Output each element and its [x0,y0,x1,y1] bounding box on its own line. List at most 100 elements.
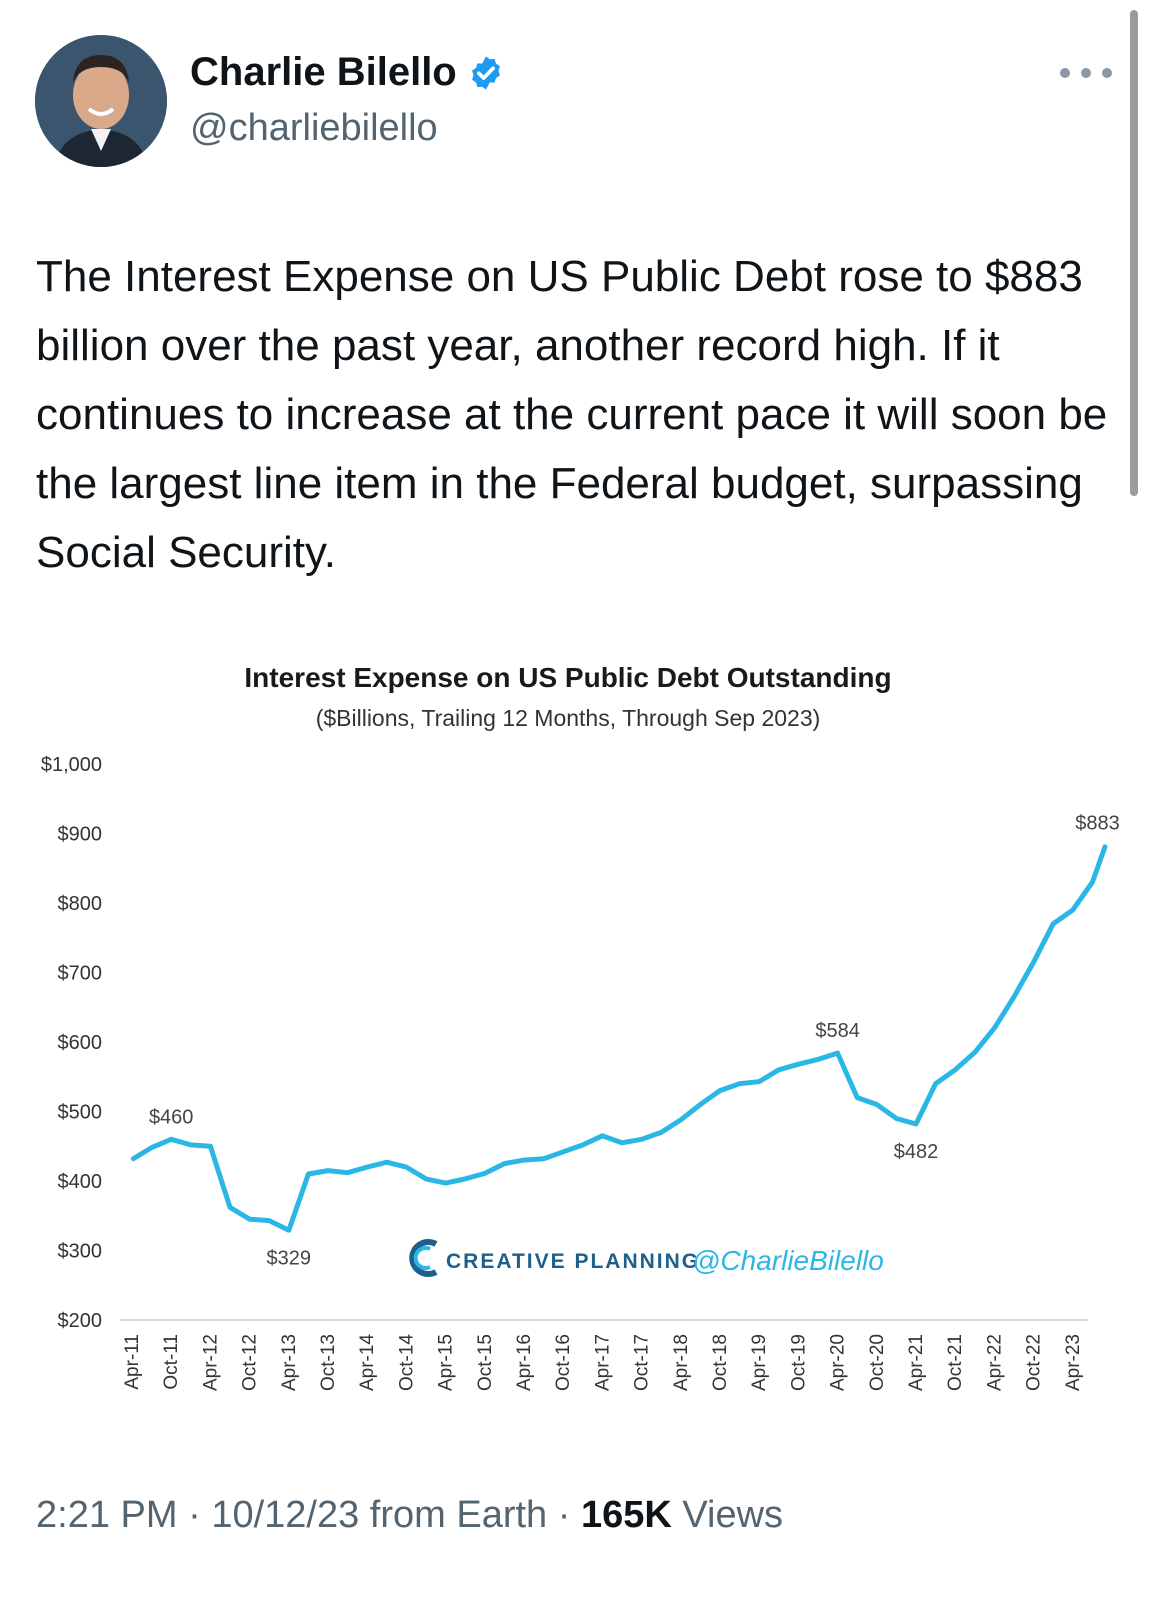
tweet-meta: 2:21 PM · 10/12/23 from Earth · 165K Vie… [36,1494,783,1537]
data-point [248,1218,251,1221]
y-tick-label: $1,000 [41,754,102,776]
y-tick-label: $200 [58,1310,103,1332]
chart-image[interactable]: Interest Expense on US Public Debt Outst… [0,640,1170,1440]
x-tick-label: Oct-11 [161,1334,182,1390]
data-point [993,1026,996,1030]
x-tick-label: Apr-21 [906,1334,927,1391]
x-tick-label: Oct-12 [240,1334,261,1391]
more-dot [1060,68,1070,78]
data-point [542,1157,545,1160]
data-point [581,1143,584,1147]
x-tick-label: Oct-14 [396,1334,417,1391]
y-tick-label: $800 [58,893,103,915]
x-tick-label: Apr-22 [984,1334,1005,1391]
data-point [856,1096,859,1099]
data-label: $584 [815,1020,860,1042]
x-tick-label: Apr-12 [200,1334,221,1391]
chart-subtitle: ($Billions, Trailing 12 Months, Through … [316,705,821,731]
data-point [1012,995,1016,999]
data-point [424,1177,428,1181]
data-point [620,1141,624,1144]
data-point [483,1172,486,1175]
data-label: $482 [894,1141,939,1163]
data-point [170,1138,173,1141]
watermark-handle: @CharlieBilello [692,1245,884,1276]
x-tick-label: Oct-15 [475,1334,496,1391]
x-tick-label: Apr-18 [671,1334,692,1391]
x-tick-label: Oct-21 [945,1334,966,1391]
data-point [268,1219,271,1222]
meta-separator: · [557,1494,571,1536]
author-name[interactable]: Charlie Bilello [190,50,505,95]
data-point [405,1165,408,1169]
views-label: Views [682,1494,784,1536]
author-name-text: Charlie Bilello [190,50,457,94]
scrollbar[interactable] [1130,10,1138,496]
data-point [209,1145,212,1148]
data-point [914,1122,918,1126]
more-options-icon[interactable] [1060,58,1112,88]
tweet-text: The Interest Expense on US Public Debt r… [36,252,1108,577]
data-point [346,1171,349,1174]
data-point [973,1051,976,1054]
tweet-date[interactable]: 10/12/23 [211,1494,360,1536]
data-point [228,1206,232,1209]
data-point [385,1161,388,1164]
data-point [326,1169,330,1172]
data-point [503,1162,506,1165]
data-point [464,1177,467,1181]
tweet-source: from Earth [369,1494,548,1536]
data-point [287,1229,290,1232]
data-point [1071,908,1075,912]
avatar[interactable] [35,35,167,167]
y-tick-label: $400 [58,1171,103,1193]
data-point [816,1058,820,1061]
more-dot [1081,68,1091,78]
data-point [1091,880,1094,884]
y-tick-label: $600 [58,1032,103,1054]
x-tick-label: Apr-15 [436,1334,457,1391]
data-point [895,1117,898,1120]
y-axis: $1,000 $900 $800 $700 $600 $500 $400 $300 $200 [41,754,102,1332]
data-point [1104,844,1107,847]
plot-area: $460 $329 $584 $482 $883 [130,812,1120,1269]
x-tick-label: Apr-14 [357,1334,378,1391]
x-tick-label: Oct-16 [553,1334,574,1391]
y-tick-label: $900 [58,824,103,846]
data-point [1032,960,1035,964]
x-tick-label: Apr-17 [592,1334,613,1391]
data-point [601,1134,604,1138]
x-tick-label: Oct-18 [710,1334,731,1391]
x-tick-label: Apr-16 [514,1334,535,1391]
x-tick-label: Apr-13 [279,1334,300,1391]
tweet-time[interactable]: 2:21 PM [36,1494,178,1536]
data-point [738,1082,741,1085]
data-point [444,1181,447,1185]
watermark: CREATIVE PLANNING @CharlieBilello [409,1239,884,1277]
avatar-photo [35,35,167,167]
verified-badge-icon [471,55,500,90]
data-point [660,1131,663,1134]
more-dot [1102,68,1112,78]
author-handle[interactable]: @charliebilello [190,107,438,149]
x-tick-label: Apr-23 [1063,1334,1084,1391]
chart-title: Interest Expense on US Public Debt Outst… [244,662,891,693]
data-point [699,1103,702,1106]
x-tick-label: Oct-22 [1024,1334,1045,1391]
x-tick-label: Oct-20 [867,1334,888,1391]
data-point [718,1089,722,1092]
creative-planning-logo-icon [409,1239,438,1277]
data-point [875,1103,878,1106]
data-point [562,1150,565,1154]
x-tick-label: Oct-19 [788,1334,809,1391]
data-point [934,1082,937,1085]
data-point [679,1118,682,1122]
series-line [130,844,1108,1233]
watermark-brand: CREATIVE PLANNING [446,1250,700,1273]
data-point [836,1051,839,1055]
x-tick-label: Oct-13 [318,1334,339,1391]
data-label: $329 [267,1247,312,1269]
data-label: $460 [149,1106,194,1128]
views-count[interactable]: 165K [580,1494,672,1536]
x-tick-label: Oct-17 [632,1334,653,1391]
